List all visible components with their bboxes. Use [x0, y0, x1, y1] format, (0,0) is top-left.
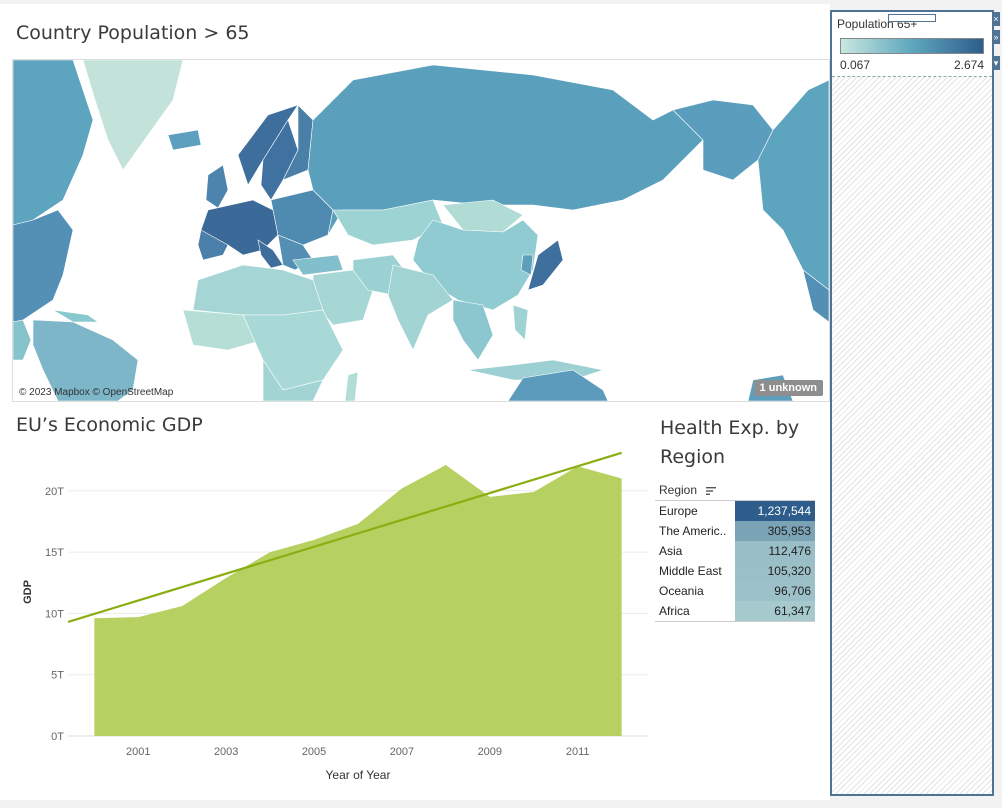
country-southeast-asia[interactable]	[452, 299, 494, 361]
x-tick-label: 2001	[126, 746, 150, 758]
country-mexico[interactable]	[13, 319, 32, 361]
expand-icon[interactable]: »	[992, 30, 1000, 44]
country-india[interactable]	[387, 264, 454, 351]
country-mongolia[interactable]	[442, 199, 524, 233]
table-row[interactable]: Oceania 96,706	[655, 581, 815, 601]
table-row[interactable]: Middle East 105,320	[655, 561, 815, 581]
x-tick-label: 2011	[566, 746, 590, 758]
gdp-title: EU’s Economic GDP	[16, 414, 203, 436]
x-tick-label: 2003	[214, 746, 238, 758]
y-tick-label: 0T	[51, 731, 64, 743]
country-greenland[interactable]	[82, 60, 184, 171]
country-caribbean[interactable]	[52, 309, 99, 323]
country-turkey[interactable]	[292, 254, 344, 276]
region-name: Asia	[659, 544, 683, 558]
health-title-line2: Region	[660, 446, 726, 468]
y-tick-label: 20T	[45, 486, 64, 498]
world-map[interactable]: © 2023 Mapbox © OpenStreetMap 1 unknown	[12, 59, 830, 402]
table-row[interactable]: The Americ.. 305,953	[655, 521, 815, 541]
country-philippines[interactable]	[512, 304, 529, 341]
gdp-point[interactable]	[619, 476, 625, 482]
country-madagascar[interactable]	[344, 371, 359, 401]
gdp-point[interactable]	[267, 549, 273, 555]
region-name: Europe	[659, 504, 698, 518]
gdp-point[interactable]	[91, 615, 97, 621]
gdp-point[interactable]	[443, 462, 449, 468]
country-usa-east[interactable]	[802, 269, 829, 323]
gdp-panel: EU’s Economic GDP 0T 5T 10T 15T 20T 2001 2003 2…	[0, 402, 652, 800]
gdp-point[interactable]	[179, 603, 185, 609]
dropdown-icon[interactable]: ▾	[992, 56, 1000, 70]
country-spain[interactable]	[197, 229, 229, 261]
region-name: Middle East	[659, 564, 722, 578]
country-finland[interactable]	[282, 104, 314, 181]
table-row[interactable]: Africa 61,347	[655, 601, 815, 622]
gdp-point[interactable]	[399, 485, 405, 491]
x-tick-label: 2007	[390, 746, 414, 758]
table-row[interactable]: Asia 112,476	[655, 541, 815, 561]
country-korea[interactable]	[520, 254, 534, 276]
legend-header: Population 65+ 0.067 2.674	[832, 12, 992, 77]
x-tick-label: 2009	[478, 746, 502, 758]
region-header-label: Region	[659, 483, 698, 497]
health-value: 96,706	[735, 581, 815, 601]
country-china[interactable]	[412, 219, 539, 311]
country-canada-east[interactable]	[757, 79, 829, 291]
gdp-point[interactable]	[135, 614, 141, 620]
x-tick-label: 2005	[302, 746, 326, 758]
x-axis-title: Year of Year	[326, 768, 391, 782]
country-japan[interactable]	[527, 239, 564, 291]
unknown-badge[interactable]: 1 unknown	[753, 380, 823, 396]
gdp-point[interactable]	[311, 537, 317, 543]
health-value: 61,347	[735, 601, 815, 622]
legend-panel[interactable]: Population 65+ 0.067 2.674 × » ▾	[830, 10, 1000, 796]
health-value: 1,237,544	[735, 500, 815, 521]
country-iceland[interactable]	[167, 129, 202, 151]
health-table: Region Europe 1,237,544 The Americ.. 305,95…	[655, 480, 815, 622]
country-canada[interactable]	[13, 60, 94, 226]
gdp-area[interactable]	[94, 465, 622, 736]
map-attribution[interactable]: © 2023 Mapbox © OpenStreetMap	[19, 387, 174, 398]
map-panel: Country Population > 65	[0, 4, 830, 402]
table-row[interactable]: Europe 1,237,544	[655, 500, 815, 521]
gdp-chart[interactable]: 0T 5T 10T 15T 20T 2001 2003 2005 2007 2009 2011 Yea…	[0, 402, 652, 800]
country-italy[interactable]	[257, 239, 284, 269]
map-title: Country Population > 65	[16, 22, 250, 44]
country-usa[interactable]	[13, 209, 74, 323]
country-australia[interactable]	[507, 369, 609, 401]
country-south-africa[interactable]	[262, 359, 324, 401]
legend-min: 0.067	[840, 58, 871, 72]
map-canvas[interactable]	[13, 60, 829, 401]
health-panel: Health Exp. by Region Region Europe 1,237…	[652, 402, 830, 800]
health-title-line1: Health Exp. by	[660, 417, 800, 439]
y-tick-label: 10T	[45, 608, 64, 620]
country-uk[interactable]	[205, 164, 229, 209]
gdp-point[interactable]	[531, 489, 537, 495]
trend-line[interactable]	[67, 451, 622, 624]
sort-descending-icon[interactable]	[706, 486, 717, 496]
country-russia[interactable]	[307, 64, 704, 236]
region-name: Oceania	[659, 584, 704, 598]
health-value: 305,953	[735, 521, 815, 541]
y-tick-label: 15T	[45, 547, 64, 559]
country-south-america[interactable]	[32, 319, 139, 401]
color-ramp	[840, 38, 984, 54]
health-value: 105,320	[735, 561, 815, 581]
country-central-africa[interactable]	[242, 309, 344, 391]
gdp-point[interactable]	[355, 521, 361, 527]
health-title: Health Exp. by Region	[660, 414, 799, 472]
drag-handle[interactable]	[888, 14, 936, 22]
gdp-point[interactable]	[223, 575, 229, 581]
region-column-header[interactable]: Region	[655, 480, 735, 501]
legend-max: 2.674	[953, 58, 984, 72]
region-name: Africa	[655, 601, 735, 622]
country-west-africa[interactable]	[182, 309, 264, 351]
close-icon[interactable]: ×	[992, 12, 1000, 26]
y-tick-label: 5T	[51, 670, 64, 682]
health-value: 112,476	[735, 541, 815, 561]
region-name: The Americ..	[659, 524, 727, 538]
y-axis-title: GDP	[22, 580, 34, 604]
